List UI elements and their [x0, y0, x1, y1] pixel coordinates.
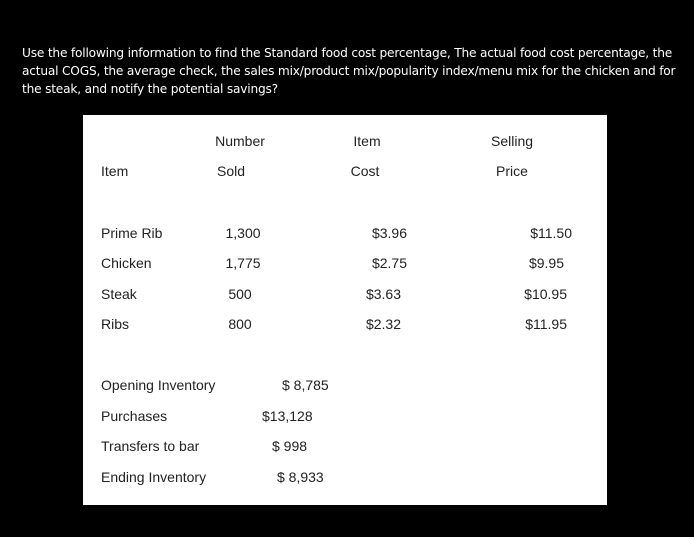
- item-name: Ribs: [101, 316, 130, 332]
- number-sold: 1,775: [225, 255, 261, 271]
- inventory-label: Ending Inventory: [101, 469, 207, 485]
- header-cost: Cost: [350, 163, 380, 179]
- item-cost: $2.75: [371, 255, 407, 271]
- inventory-label: Transfers to bar: [101, 438, 200, 454]
- number-sold: 800: [228, 316, 252, 332]
- inventory-value: $13,128: [262, 408, 313, 424]
- data-table-card: Number Item Selling Item Sold Cost Price…: [83, 115, 607, 505]
- inventory-label: Opening Inventory: [101, 377, 216, 393]
- selling-price: $11.50: [530, 225, 572, 241]
- header-number: Number: [215, 133, 265, 149]
- header-item: Item: [101, 163, 129, 179]
- item-name: Prime Rib: [101, 225, 163, 241]
- item-cost: $3.96: [371, 225, 407, 241]
- header-item-top: Item: [353, 133, 381, 149]
- number-sold: 500: [228, 286, 252, 302]
- header-selling: Selling: [490, 133, 534, 149]
- item-cost: $3.63: [365, 286, 401, 302]
- header-price: Price: [496, 163, 528, 179]
- inventory-value: $ 8,785: [282, 377, 329, 393]
- item-cost: $2.32: [365, 316, 401, 332]
- item-name: Steak: [101, 286, 137, 302]
- selling-price: $9.95: [528, 255, 564, 271]
- inventory-value: $ 8,933: [277, 469, 324, 485]
- item-name: Chicken: [101, 255, 152, 271]
- selling-price: $10.95: [524, 286, 567, 302]
- inventory-value: $ 998: [272, 438, 308, 454]
- selling-price: $11.95: [525, 316, 567, 332]
- inventory-label: Purchases: [101, 408, 168, 424]
- number-sold: 1,300: [225, 225, 261, 241]
- header-sold: Sold: [216, 163, 246, 179]
- question-text: Use the following information to find th…: [22, 46, 676, 96]
